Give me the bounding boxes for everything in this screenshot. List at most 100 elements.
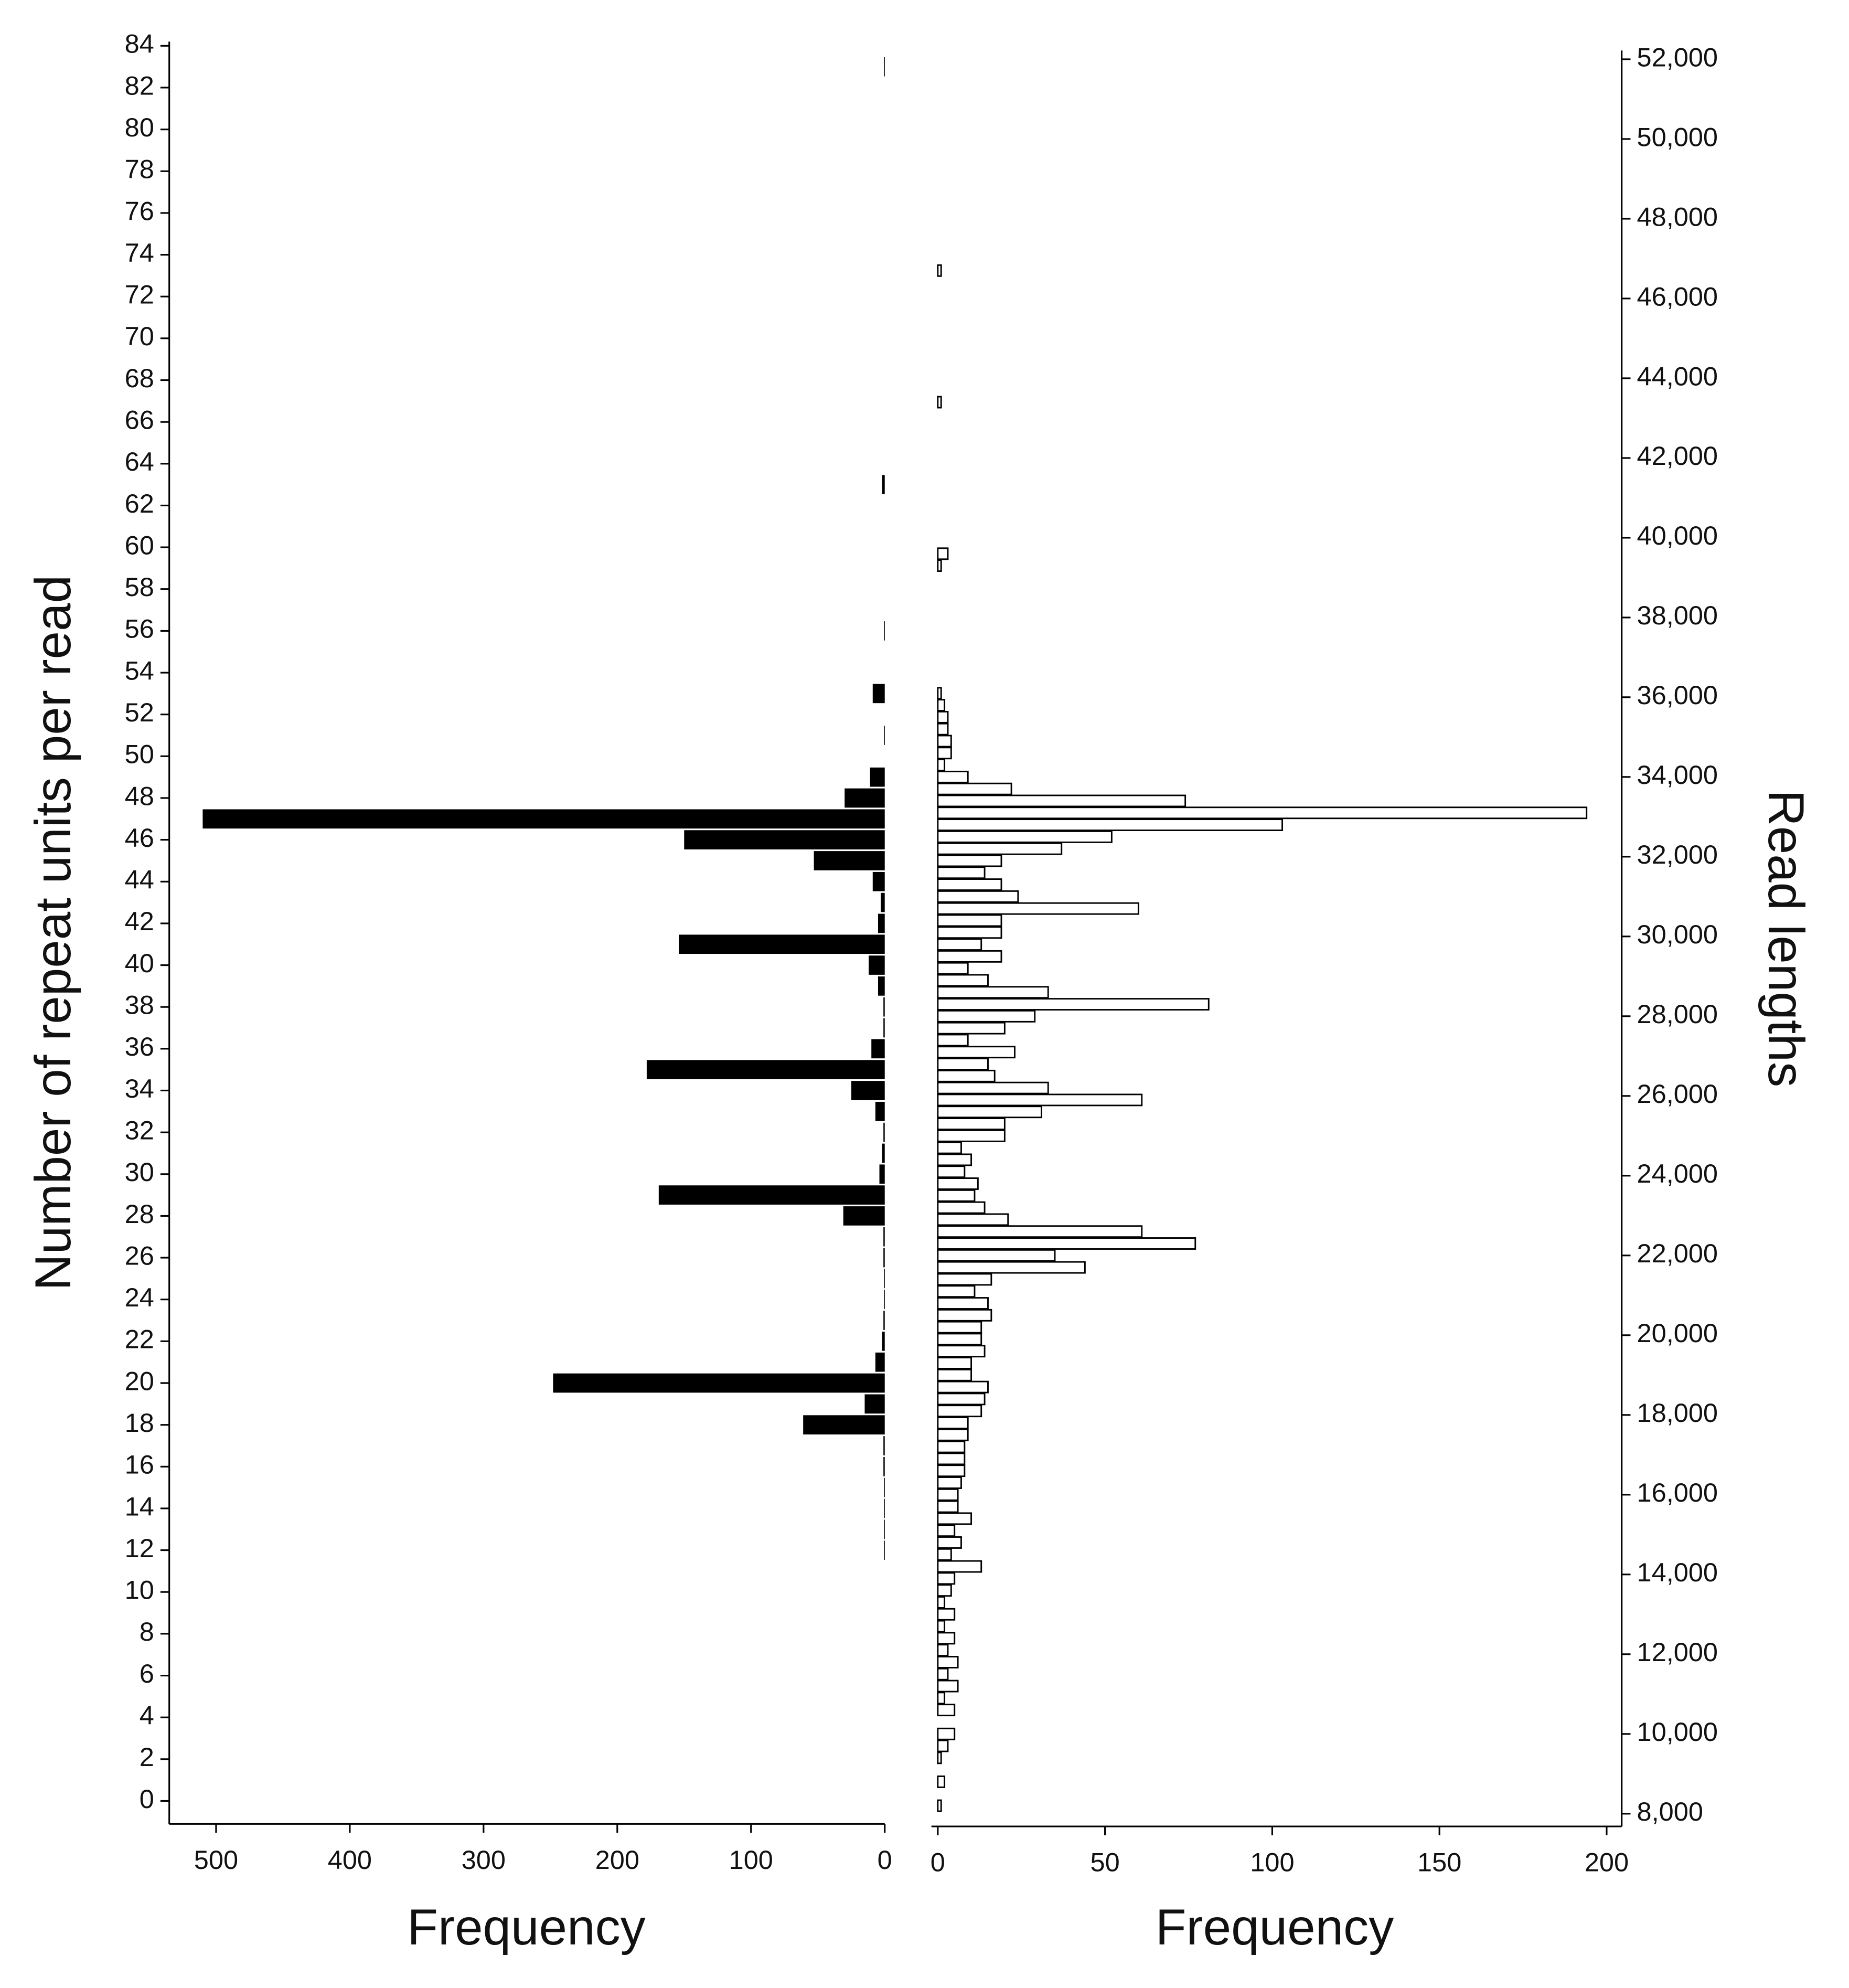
bar [937, 794, 1187, 807]
bar [937, 950, 1002, 963]
y-tick-label: 28 [125, 1199, 154, 1229]
y-tick-label: 46,000 [1637, 281, 1718, 311]
bar [937, 1776, 946, 1788]
bar [937, 1297, 989, 1310]
bar [937, 878, 1002, 891]
bar [937, 938, 982, 951]
bar [937, 1213, 1009, 1226]
bar [937, 1548, 952, 1561]
x-tick-label: 0 [878, 1845, 892, 1875]
y-tick-label: 26,000 [1637, 1079, 1718, 1109]
y-tick-label: 18 [125, 1408, 154, 1438]
bar [937, 396, 942, 409]
bar [872, 684, 885, 704]
y-tick-label: 50,000 [1637, 122, 1718, 152]
bar [553, 1373, 885, 1393]
bar [937, 1081, 1049, 1094]
y-tick-label: 16,000 [1637, 1477, 1718, 1507]
bar [937, 699, 946, 712]
y-tick-label: 38,000 [1637, 600, 1718, 630]
y-tick-label: 24 [125, 1282, 154, 1312]
bar [937, 1153, 972, 1166]
bar [937, 1679, 959, 1693]
bar [937, 1093, 1143, 1107]
bar [937, 782, 1012, 795]
bar [882, 475, 885, 494]
y-tick-label: 78 [125, 154, 154, 184]
bar [883, 997, 885, 1017]
y-tick-label: 84 [125, 29, 154, 59]
bar [937, 1644, 949, 1657]
x-tick-label: 200 [595, 1845, 639, 1875]
bar [937, 1165, 966, 1178]
bar [937, 1620, 946, 1633]
bar [937, 1656, 959, 1668]
y-tick-label: 34,000 [1637, 760, 1718, 790]
bar [937, 1177, 979, 1190]
bar [937, 1392, 986, 1406]
y-tick-label: 52,000 [1637, 42, 1718, 72]
bar [937, 1488, 959, 1501]
y-tick-label: 24,000 [1637, 1158, 1718, 1188]
bar [937, 1189, 976, 1202]
bar [937, 962, 969, 975]
y-tick-label: 28,000 [1637, 999, 1718, 1029]
x-tick-label: 0 [931, 1847, 945, 1877]
y-tick-label: 64 [125, 446, 154, 476]
bar [875, 1101, 885, 1121]
bar [937, 1452, 966, 1465]
bar [658, 1185, 885, 1205]
bar [872, 871, 885, 891]
y-tick-label: 42 [125, 906, 154, 936]
bar [870, 767, 885, 787]
bar [879, 1164, 885, 1184]
bar [937, 1524, 956, 1537]
y-tick-label: 82 [125, 70, 154, 100]
y-tick-label: 32 [125, 1115, 154, 1145]
bar [937, 1368, 972, 1381]
bar [937, 1584, 952, 1597]
bar [937, 1285, 976, 1298]
bar [202, 809, 885, 829]
y-tick-label: 20 [125, 1366, 154, 1396]
bar [646, 1060, 885, 1079]
y-tick-label: 40 [125, 948, 154, 978]
y-tick-label: 10,000 [1637, 1717, 1718, 1747]
bar [937, 747, 952, 760]
y-axis-title: Read lengths [1758, 790, 1814, 1087]
bar [937, 1333, 982, 1346]
y-tick-label: 52 [125, 697, 154, 727]
bar [937, 735, 952, 748]
y-tick-label: 74 [125, 238, 154, 268]
y-tick-label: 14,000 [1637, 1557, 1718, 1587]
bar [937, 1046, 1016, 1059]
bar [803, 1415, 885, 1434]
bar [937, 1357, 972, 1369]
bar [937, 902, 1139, 915]
x-tick-label: 50 [1091, 1847, 1120, 1877]
y-tick-label: 36 [125, 1032, 154, 1061]
y-tick-label: 50 [125, 739, 154, 769]
y-tick-label: 34 [125, 1073, 154, 1103]
bar [814, 851, 885, 870]
y-tick-label: 72 [125, 280, 154, 310]
bar [883, 1311, 885, 1330]
y-tick-label: 8,000 [1637, 1796, 1703, 1826]
x-axis-title: Frequency [407, 1899, 646, 1955]
x-tick-label: 300 [462, 1845, 506, 1875]
bar [937, 866, 986, 879]
bar [937, 1069, 996, 1082]
bar [937, 1261, 1086, 1274]
bar [937, 1608, 956, 1621]
bar [684, 830, 885, 849]
bar [937, 1512, 972, 1525]
y-tick-label: 62 [125, 488, 154, 518]
bar [937, 559, 942, 572]
bar [937, 1105, 1042, 1119]
bar [937, 890, 1019, 903]
bar [937, 1440, 966, 1453]
y-tick-label: 56 [125, 614, 154, 644]
y-tick-label: 18,000 [1637, 1398, 1718, 1428]
y-tick-label: 42,000 [1637, 441, 1718, 471]
